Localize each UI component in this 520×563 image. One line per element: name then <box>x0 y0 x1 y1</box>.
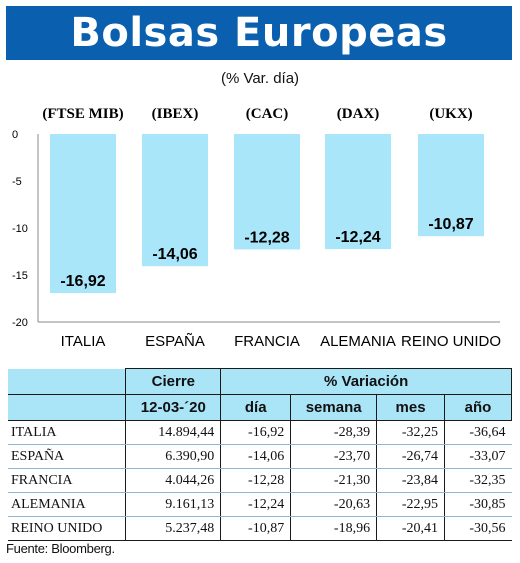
bar <box>325 134 391 250</box>
header-date: 12-03-´20 <box>125 394 222 421</box>
category-label: ITALIA <box>61 333 106 350</box>
header-cierre: Cierre <box>125 368 222 395</box>
cell-semana: -28,39 <box>290 420 377 445</box>
data-table: Cierre % Variación 12-03-´20 día semana … <box>8 368 512 541</box>
y-tick-label: 0 <box>12 129 18 141</box>
bar-value-label: -14,06 <box>152 246 197 263</box>
bar <box>234 134 300 250</box>
index-label: (DAX) <box>337 106 380 122</box>
header-semana: semana <box>290 394 378 421</box>
bar <box>142 134 208 267</box>
index-label: (IBEX) <box>152 106 199 122</box>
cell-cierre: 14.894,44 <box>125 420 221 445</box>
category-label: REINO UNIDO <box>401 333 501 350</box>
table-row: ITALIA 14.894,44 -16,92 -28,39 -32,25 -3… <box>8 420 512 445</box>
index-label: (FTSE MIB) <box>42 106 123 122</box>
cell-cierre: 4.044,26 <box>125 468 221 493</box>
cell-ano: -30,85 <box>444 492 512 517</box>
cell-mes: -22,95 <box>376 492 445 517</box>
cell-country: ALEMANIA <box>8 492 126 517</box>
y-tick-label: -5 <box>12 176 22 188</box>
cell-ano: -30,56 <box>444 516 512 541</box>
cell-semana: -20,63 <box>290 492 377 517</box>
cell-dia: -16,92 <box>220 420 291 445</box>
header-variacion: % Variación <box>220 368 512 395</box>
table-sub-header-row: 12-03-´20 día semana mes año <box>8 394 512 421</box>
table-corner-sub <box>8 394 127 421</box>
header-ano: año <box>444 394 512 421</box>
bar <box>50 134 116 294</box>
cell-dia: -14,06 <box>220 444 291 469</box>
header-mes: mes <box>376 394 446 421</box>
bar <box>418 134 484 237</box>
header-dia: día <box>220 394 292 421</box>
category-label: ESPAÑA <box>145 333 205 350</box>
source-note: Fuente: Bloomberg. <box>6 541 115 556</box>
cell-country: FRANCIA <box>8 468 126 493</box>
table-corner <box>8 368 127 395</box>
cell-mes: -26,74 <box>376 444 445 469</box>
cell-mes: -32,25 <box>376 420 445 445</box>
cell-semana: -18,96 <box>290 516 377 541</box>
data-table-wrapper: Cierre % Variación 12-03-´20 día semana … <box>8 368 512 541</box>
title-banner: Bolsas Europeas <box>6 6 512 60</box>
bar-value-label: -12,28 <box>244 229 289 246</box>
cell-cierre: 5.237,48 <box>125 516 221 541</box>
cell-dia: -12,24 <box>220 492 291 517</box>
cell-semana: -21,30 <box>290 468 377 493</box>
table-group-header-row: Cierre % Variación <box>8 368 512 395</box>
chart-title: Bolsas Europeas <box>70 10 448 56</box>
y-tick-label: -10 <box>12 223 28 235</box>
index-label: (CAC) <box>246 106 289 122</box>
cell-ano: -36,64 <box>444 420 512 445</box>
cell-ano: -33,07 <box>444 444 512 469</box>
category-label: FRANCIA <box>234 333 300 350</box>
cell-country: ESPAÑA <box>8 444 126 469</box>
table-row: REINO UNIDO 5.237,48 -10,87 -18,96 -20,4… <box>8 516 512 541</box>
category-label: ALEMANIA <box>320 333 396 350</box>
index-label: (UKX) <box>429 106 472 122</box>
chart-subtitle: (% Var. día) <box>220 70 300 87</box>
bar-value-label: -10,87 <box>428 216 473 233</box>
y-tick-label: -15 <box>12 270 28 282</box>
table-row: ESPAÑA 6.390,90 -14,06 -23,70 -26,74 -33… <box>8 444 512 469</box>
cell-cierre: 6.390,90 <box>125 444 221 469</box>
cell-ano: -32,35 <box>444 468 512 493</box>
table-row: FRANCIA 4.044,26 -12,28 -21,30 -23,84 -3… <box>8 468 512 493</box>
bar-chart: (FTSE MIB) (IBEX) (CAC) (DAX) (UKX) -16,92 -14… <box>12 106 501 350</box>
cell-mes: -20,41 <box>376 516 445 541</box>
cell-country: ITALIA <box>8 420 126 445</box>
cell-dia: -12,28 <box>220 468 291 493</box>
table-row: ALEMANIA 9.161,13 -12,24 -20,63 -22,95 -… <box>8 492 512 517</box>
y-tick-label: -20 <box>12 317 28 329</box>
cell-cierre: 9.161,13 <box>125 492 221 517</box>
bar-value-label: -16,92 <box>60 273 105 290</box>
cell-dia: -10,87 <box>220 516 291 541</box>
bar-value-label: -12,24 <box>335 229 380 246</box>
cell-semana: -23,70 <box>290 444 377 469</box>
cell-country: REINO UNIDO <box>8 516 126 541</box>
cell-mes: -23,84 <box>376 468 445 493</box>
